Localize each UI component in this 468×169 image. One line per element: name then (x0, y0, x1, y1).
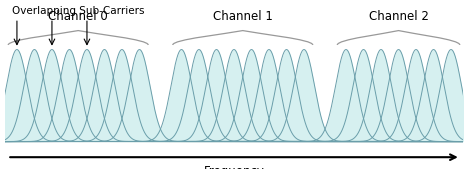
Text: Frequency: Frequency (204, 165, 264, 169)
Text: Overlapping Sub-Carriers: Overlapping Sub-Carriers (12, 6, 144, 16)
Text: Channel 1: Channel 1 (213, 10, 273, 23)
Text: Channel 2: Channel 2 (369, 10, 429, 23)
Text: Channel 0: Channel 0 (48, 10, 108, 23)
